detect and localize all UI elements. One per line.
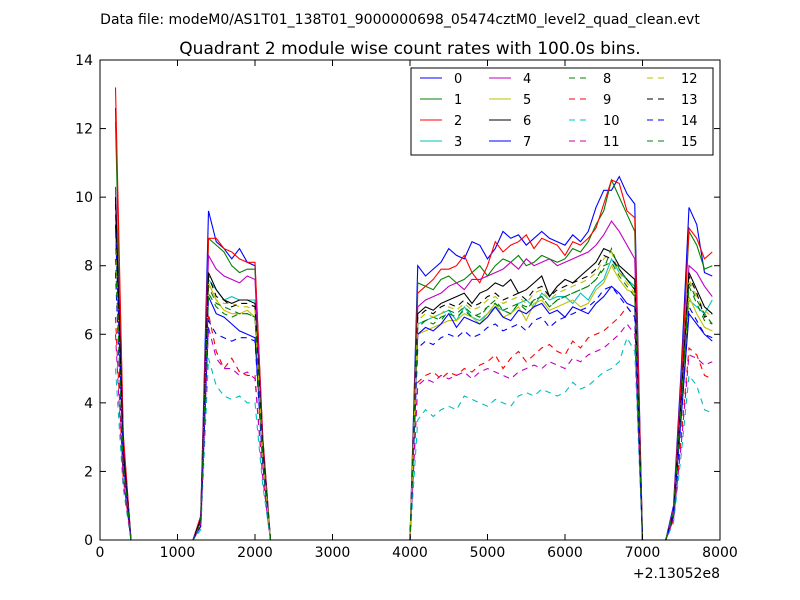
y-tick-label: 0	[84, 533, 93, 549]
x-tick-label: 3000	[315, 545, 351, 561]
legend-label-9: 9	[603, 93, 611, 108]
chart-suptitle: Data file: modeM0/AS1T01_138T01_90000006…	[100, 12, 700, 28]
x-tick-label: 0	[96, 545, 105, 561]
series-line-12	[114, 238, 713, 540]
legend-label-0: 0	[454, 72, 462, 87]
x-tick-label: 1000	[160, 545, 196, 561]
y-tick-label: 2	[84, 464, 93, 480]
legend-label-10: 10	[603, 114, 620, 129]
series-line-10	[114, 336, 713, 540]
legend-label-2: 2	[454, 114, 462, 129]
legend-label-15: 15	[681, 135, 698, 150]
axis-ticks: 0 1000 2000 3000 4000 5000 6000 7000 80000246810…	[75, 53, 738, 561]
legend-label-5: 5	[523, 93, 531, 108]
legend-label-14: 14	[681, 114, 698, 129]
y-tick-label: 12	[75, 122, 93, 138]
legend-label-1: 1	[454, 93, 462, 108]
x-tick-label: 8000	[702, 545, 738, 561]
legend-label-7: 7	[523, 135, 531, 150]
y-tick-label: 8	[84, 259, 93, 275]
legend-label-12: 12	[681, 72, 698, 87]
x-tick-label: 6000	[547, 545, 583, 561]
x-tick-label: 2000	[237, 545, 273, 561]
legend-label-11: 11	[603, 135, 620, 150]
series-line-14	[114, 272, 713, 540]
legend-label-4: 4	[523, 72, 531, 87]
series-line-11	[114, 323, 713, 540]
legend-label-8: 8	[603, 72, 611, 87]
x-tick-label: 5000	[470, 545, 506, 561]
x-offset-label: +2.13052e8	[633, 566, 720, 582]
series-layer	[114, 87, 713, 540]
series-line-6	[114, 197, 713, 540]
x-tick-label: 7000	[625, 545, 661, 561]
x-tick-label: 4000	[392, 545, 428, 561]
series-line-9	[114, 305, 713, 540]
legend-label-6: 6	[523, 114, 531, 129]
legend-label-13: 13	[681, 93, 698, 108]
legend-label-3: 3	[454, 135, 462, 150]
y-tick-label: 4	[84, 396, 93, 412]
y-tick-label: 14	[75, 53, 93, 69]
chart-title: Quadrant 2 module wise count rates with …	[179, 39, 640, 59]
y-tick-label: 10	[75, 190, 93, 206]
series-line-15	[114, 258, 713, 540]
y-tick-label: 6	[84, 327, 93, 343]
